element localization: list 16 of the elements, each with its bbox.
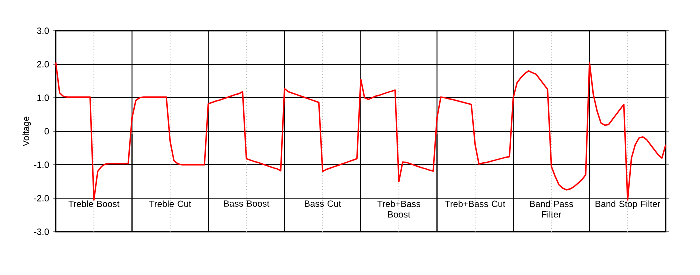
- annotation: Band Pass Filter: [530, 200, 574, 218]
- annotation: Bass Cut: [305, 200, 342, 208]
- y-axis-title: Voltage: [22, 116, 32, 146]
- annotation: Treble Cut: [150, 200, 192, 208]
- annotation: Bass Boost: [224, 200, 270, 207]
- y-tick-label: -3.0: [34, 228, 50, 236]
- annotation: Treb+Bass Boost: [378, 200, 421, 218]
- y-tick-label: 3.0: [37, 28, 50, 34]
- y-tick-label: 1.0: [38, 94, 50, 102]
- y-tick-label: 2.0: [37, 61, 50, 68]
- y-tick-label: 0: [44, 128, 50, 135]
- y-tick-label: -2.0: [34, 195, 50, 202]
- annotation: Treble Boost: [68, 200, 120, 208]
- annotation: Band Stop Filter: [596, 200, 660, 210]
- y-tick-label: -1.0: [34, 162, 50, 168]
- annotation: Treb+Bass Cut: [445, 200, 506, 208]
